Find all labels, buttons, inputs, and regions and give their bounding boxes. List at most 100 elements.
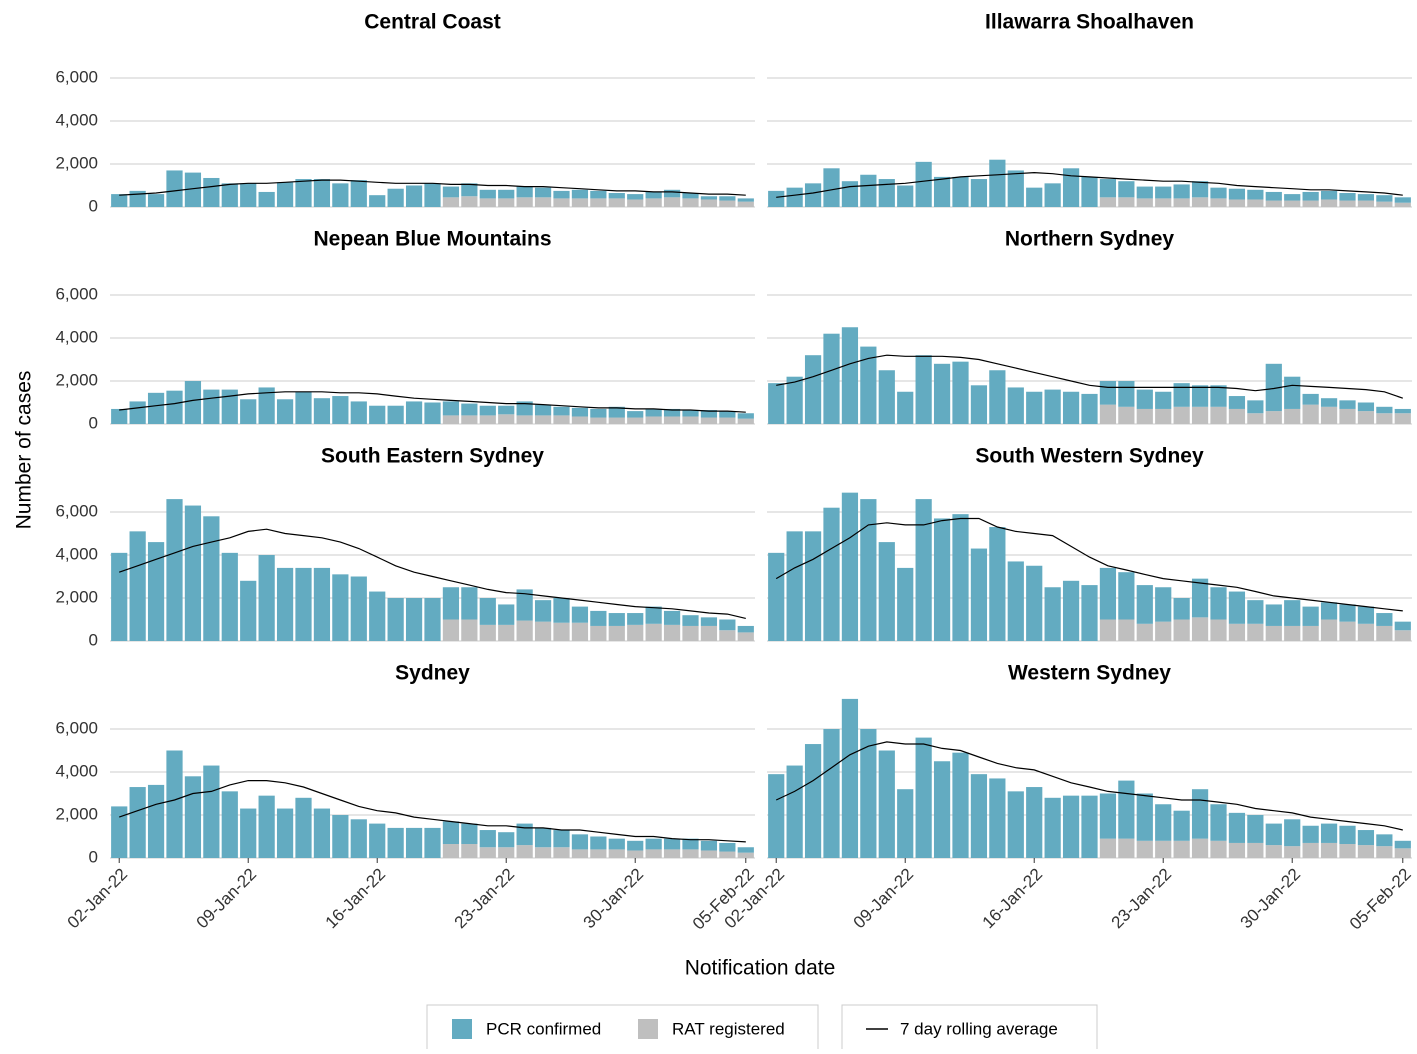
rolling-average-line — [119, 528, 746, 619]
bar-segment — [1228, 842, 1246, 858]
bar-segment — [442, 186, 460, 198]
bar-segment — [516, 401, 533, 416]
bar-segment — [1099, 567, 1117, 620]
bar-segment — [1265, 363, 1282, 412]
bar-segment — [221, 183, 238, 207]
bar-segment — [1228, 591, 1246, 624]
bar-segment — [989, 159, 1006, 207]
bar-segment — [663, 849, 681, 858]
bar-segment — [970, 774, 988, 858]
y-tick-label: 2,000 — [55, 370, 98, 389]
bar-segment — [1376, 195, 1393, 202]
bar-segment — [878, 750, 895, 858]
bar-segment — [1044, 183, 1061, 207]
bar-segment — [1302, 200, 1319, 207]
bar-segment — [1394, 202, 1411, 207]
bar-segment — [719, 630, 736, 641]
y-tick-label: 0 — [89, 413, 98, 432]
bar-segment — [442, 401, 460, 416]
bar-segment — [258, 191, 275, 207]
bar-segment — [387, 827, 404, 858]
x-tick-label: 09-Jan-22 — [193, 865, 261, 933]
x-tick-label: 23-Jan-22 — [451, 865, 519, 933]
y-tick-label: 2,000 — [55, 587, 98, 606]
bar-segment — [860, 174, 877, 207]
bar-segment — [989, 527, 1006, 641]
bar-segment — [1320, 406, 1338, 424]
bar-segment — [841, 181, 859, 207]
bar-segment — [553, 830, 570, 848]
bar-segment — [1247, 413, 1264, 424]
bar-segment — [1173, 184, 1190, 199]
bar-segment — [1173, 619, 1190, 641]
bar-segment — [1247, 600, 1264, 624]
bar-segment — [424, 827, 441, 858]
bar-segment — [1210, 840, 1227, 858]
bar-segment — [970, 179, 988, 207]
bar-segment — [166, 170, 183, 207]
bar-segment — [111, 408, 128, 424]
bar-segment — [276, 808, 294, 858]
bar-segment — [1007, 791, 1024, 858]
bar-segment — [147, 392, 165, 424]
bar-segment — [479, 189, 496, 199]
bar-segment — [534, 827, 552, 848]
bar-segment — [276, 182, 294, 207]
bar-segment — [1284, 600, 1301, 626]
bar-segment — [1376, 846, 1393, 858]
bar-segment — [1247, 199, 1264, 207]
bar-segment — [1284, 200, 1301, 207]
bar-segment — [498, 832, 515, 848]
bar-segment — [1026, 787, 1043, 858]
bar-segment — [461, 183, 478, 197]
bar-segment — [1376, 406, 1393, 414]
bar-segment — [933, 363, 951, 424]
bar-segment — [719, 200, 736, 207]
bar-segment — [1284, 408, 1301, 424]
bar-segment — [1099, 793, 1117, 839]
bar-segment — [590, 190, 607, 199]
bar-segment — [1302, 825, 1319, 843]
bar-segment — [663, 610, 681, 625]
bar-segment — [737, 625, 754, 633]
bar-segment — [682, 193, 699, 199]
bar-segment — [516, 845, 533, 858]
bar-segment — [571, 834, 589, 850]
bar-segment — [516, 197, 533, 207]
bar-segment — [627, 613, 644, 625]
bar-segment — [461, 403, 478, 416]
bar-segment — [1320, 842, 1338, 858]
bar-segment — [1265, 823, 1282, 846]
y-tick-label: 2,000 — [55, 153, 98, 172]
bar-segment — [1394, 840, 1411, 849]
y-tick-label: 6,000 — [55, 501, 98, 520]
bar-segment — [590, 849, 607, 858]
bar-segment — [1191, 406, 1209, 424]
legend-swatch — [452, 1019, 472, 1039]
bar-segment — [1210, 385, 1227, 407]
bar-segment — [1265, 411, 1282, 424]
bar-segment — [952, 514, 969, 641]
bar-segment — [534, 600, 552, 622]
bar-segment — [1155, 621, 1172, 641]
bar-segment — [129, 531, 146, 641]
bar-segment — [719, 417, 736, 424]
bar-segment — [663, 408, 681, 417]
bar-segment — [682, 838, 699, 850]
bar-segment — [1118, 572, 1135, 620]
bar-segment — [1155, 198, 1172, 207]
bar-segment — [1118, 838, 1135, 858]
bar-segment — [608, 198, 625, 207]
bar-segment — [1210, 198, 1227, 207]
bar-segment — [608, 193, 625, 199]
bar-segment — [1339, 621, 1356, 641]
bar-segment — [1173, 383, 1190, 407]
bar-segment — [369, 823, 386, 858]
bar-segment — [627, 850, 644, 858]
bar-segment — [1247, 842, 1264, 858]
panel-title: South Eastern Sydney — [321, 445, 544, 468]
bar-segment — [276, 567, 294, 641]
bar-segment — [608, 838, 625, 850]
y-tick-label: 4,000 — [55, 110, 98, 129]
bar-segment — [1007, 170, 1024, 207]
